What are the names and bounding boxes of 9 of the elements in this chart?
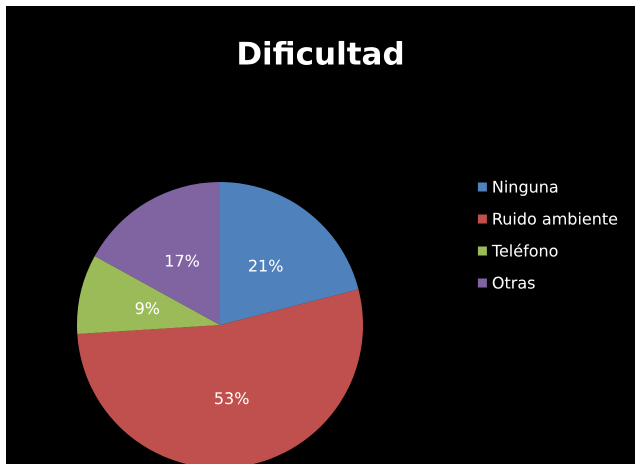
legend-label: Otras xyxy=(492,274,536,292)
data-label: 21% xyxy=(248,256,284,276)
legend-label: Ruido ambiente xyxy=(492,210,618,228)
data-label: 53% xyxy=(214,389,250,408)
data-label: 9% xyxy=(134,299,160,318)
legend-label: Ninguna xyxy=(492,178,559,196)
chart-title: Dificultad xyxy=(236,36,405,72)
data-label: 17% xyxy=(164,251,200,270)
legend-label: Teléfono xyxy=(490,242,558,260)
